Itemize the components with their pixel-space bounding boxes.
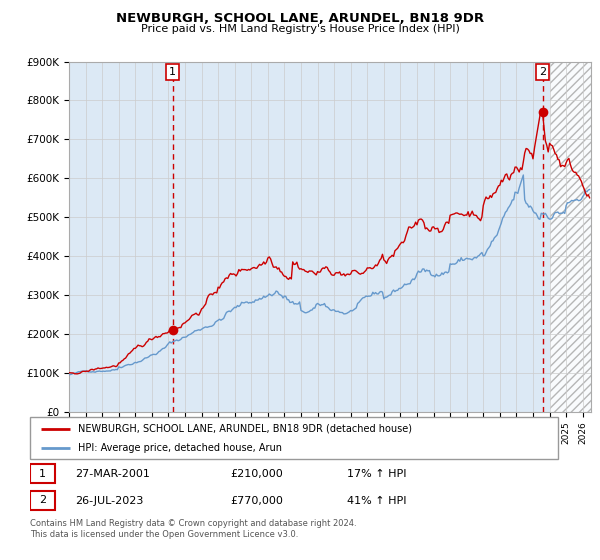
Text: Price paid vs. HM Land Registry's House Price Index (HPI): Price paid vs. HM Land Registry's House … bbox=[140, 24, 460, 34]
Text: 17% ↑ HPI: 17% ↑ HPI bbox=[347, 469, 406, 479]
Text: NEWBURGH, SCHOOL LANE, ARUNDEL, BN18 9DR: NEWBURGH, SCHOOL LANE, ARUNDEL, BN18 9DR bbox=[116, 12, 484, 25]
Text: 2: 2 bbox=[539, 67, 546, 77]
Text: £770,000: £770,000 bbox=[230, 496, 284, 506]
Text: 1: 1 bbox=[39, 469, 46, 479]
Text: 26-JUL-2023: 26-JUL-2023 bbox=[75, 496, 143, 506]
Bar bbox=[550, 62, 591, 412]
Text: 1: 1 bbox=[169, 67, 176, 77]
Text: 2: 2 bbox=[39, 495, 46, 505]
Text: NEWBURGH, SCHOOL LANE, ARUNDEL, BN18 9DR (detached house): NEWBURGH, SCHOOL LANE, ARUNDEL, BN18 9DR… bbox=[77, 423, 412, 433]
Text: Contains HM Land Registry data © Crown copyright and database right 2024.
This d: Contains HM Land Registry data © Crown c… bbox=[30, 519, 356, 539]
Text: 41% ↑ HPI: 41% ↑ HPI bbox=[347, 496, 406, 506]
Text: 27-MAR-2001: 27-MAR-2001 bbox=[75, 469, 150, 479]
FancyBboxPatch shape bbox=[30, 491, 55, 510]
FancyBboxPatch shape bbox=[30, 417, 558, 459]
Text: £210,000: £210,000 bbox=[230, 469, 283, 479]
Text: HPI: Average price, detached house, Arun: HPI: Average price, detached house, Arun bbox=[77, 443, 281, 453]
FancyBboxPatch shape bbox=[30, 464, 55, 483]
